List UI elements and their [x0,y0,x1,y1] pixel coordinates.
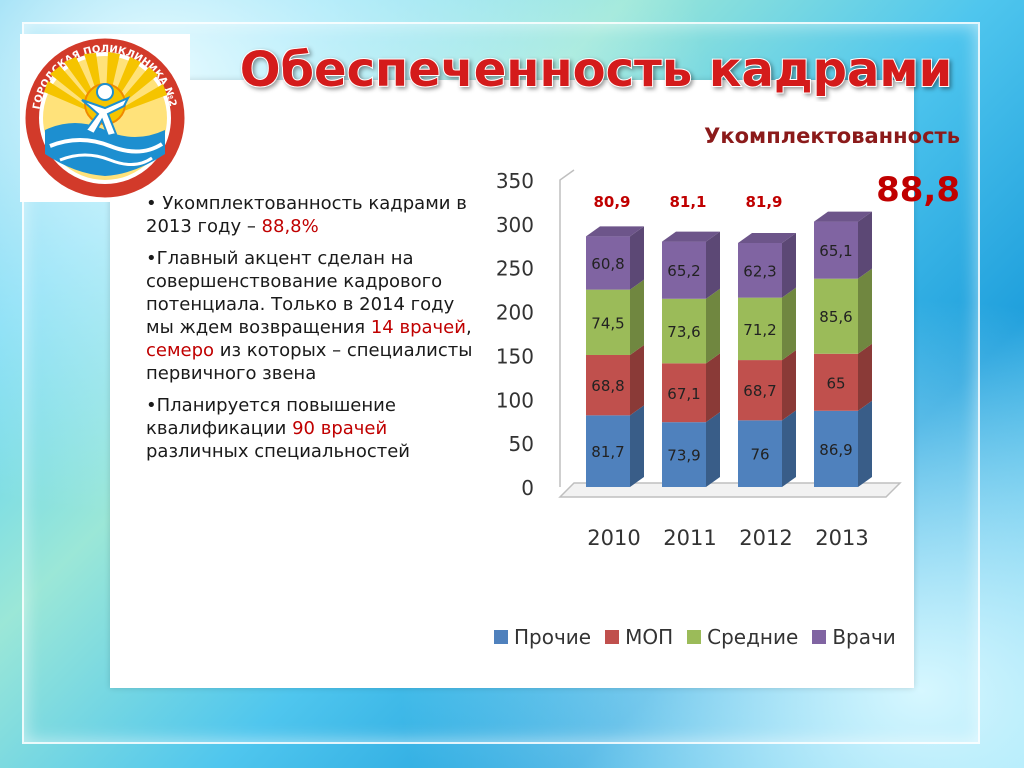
figure-icon [81,83,131,138]
slide-frame [22,22,980,744]
page-title: Обеспеченность кадрами [239,41,954,99]
logo: ГОРОДСКАЯ ПОЛИКЛИНИКА №2 [20,34,190,202]
legend-label: МОП [625,625,674,649]
legend-item: Прочие [494,625,591,649]
chart-title: Укомплектованность [704,124,960,148]
legend-swatch [494,630,508,644]
highlight-value: 88,8 [876,170,960,210]
legend-label: Прочие [514,625,592,649]
legend-item: Средние [687,625,798,649]
legend-swatch [687,630,702,644]
legend-swatch [605,630,620,644]
chart-legend: Прочие МОП Средние Врачи [494,624,896,650]
bullet-staffing: • Укомплектованность кадрами в 2013 году… [146,193,467,237]
legend-label: Врачи [832,625,896,649]
page-title-text: Обеспеченность кадрами [240,42,953,98]
bullet-training: •Планируется повышение квалификации 90 в… [146,395,410,462]
bullet-focus: •Главный акцент сделан на совершенствова… [146,248,473,384]
legend-item: Врачи [812,625,896,649]
legend-item: МОП [605,625,673,649]
polyclinic-logo-icon: ГОРОДСКАЯ ПОЛИКЛИНИКА №2 [25,38,185,198]
legend-swatch [812,630,827,644]
body-text: • Укомплектованность кадрами в 2013 году… [146,192,476,472]
legend-label: Средние [707,625,799,649]
